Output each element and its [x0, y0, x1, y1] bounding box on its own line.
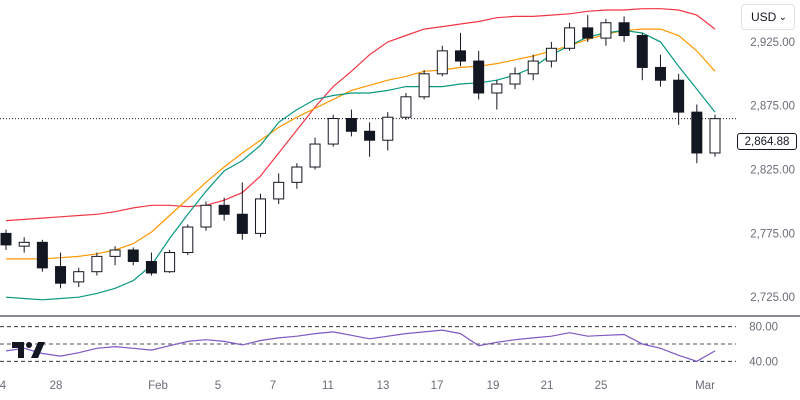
time-axis: 4 28 Feb 5 7 11 13 17 19 21 25 Mar — [0, 380, 715, 392]
candle — [654, 54, 666, 87]
price-tick-label: 2,725.00 — [750, 292, 795, 304]
candle — [327, 114, 339, 147]
candle — [636, 32, 648, 81]
price-axis: 2,925.00 2,875.00 2,825.00 2,775.00 2,725.00 — [750, 37, 795, 304]
time-tick-label: 21 — [541, 380, 554, 392]
candle — [182, 224, 194, 256]
time-tick-label: 17 — [431, 380, 444, 392]
candle — [600, 18, 612, 46]
candle — [509, 67, 521, 90]
last-price-label: 2,864.88 — [737, 133, 797, 150]
time-tick-label: 7 — [270, 380, 276, 392]
price-tick-label: 2,875.00 — [750, 101, 795, 113]
candle — [0, 229, 12, 250]
candle — [127, 247, 139, 266]
candle — [436, 45, 448, 77]
time-tick-label: 25 — [595, 380, 608, 392]
rsi-line — [5, 329, 716, 362]
candle — [55, 252, 67, 289]
rsi-pane: 80.00 40.00 — [0, 322, 778, 368]
currency-label: USD — [751, 10, 777, 24]
time-tick-label: 28 — [50, 380, 63, 392]
candle — [673, 73, 685, 125]
time-tick-label: 19 — [487, 380, 500, 392]
candle — [564, 22, 576, 51]
candle — [418, 70, 430, 100]
chevron-down-icon: ⌄ — [778, 11, 787, 23]
candle — [164, 250, 176, 273]
rsi-tick-label: 40.00 — [749, 356, 778, 368]
candle — [582, 15, 594, 42]
candle — [18, 237, 30, 253]
candle — [73, 267, 85, 288]
candle — [109, 246, 121, 266]
candle — [364, 122, 376, 157]
candle — [491, 80, 503, 110]
candle — [36, 239, 48, 272]
upper-band-line — [5, 8, 716, 222]
candle — [255, 193, 267, 238]
rsi-tick-label: 80.00 — [749, 322, 778, 334]
bollinger-bands — [5, 8, 716, 301]
candle — [200, 201, 212, 231]
candle — [218, 197, 230, 221]
currency-select[interactable]: USD ⌄ — [741, 4, 795, 30]
candle — [273, 173, 285, 205]
candle — [291, 163, 303, 189]
candle — [382, 112, 394, 151]
candle — [309, 137, 321, 170]
candle — [400, 92, 412, 120]
candle — [527, 54, 539, 81]
price-tick-label: 2,825.00 — [750, 165, 795, 177]
time-tick-label: 11 — [322, 380, 334, 392]
candle — [691, 104, 703, 164]
candle — [545, 41, 557, 68]
candle — [473, 50, 485, 100]
candle — [618, 16, 630, 42]
candle — [454, 32, 466, 67]
time-tick-label: Mar — [695, 380, 715, 392]
price-tick-label: 2,775.00 — [750, 228, 795, 240]
time-tick-label: 5 — [215, 380, 221, 392]
middle-band-line — [6, 28, 716, 260]
candle — [91, 252, 103, 276]
time-tick-label: Feb — [148, 380, 168, 392]
candle — [236, 182, 248, 240]
tradingview-logo-icon[interactable] — [10, 339, 46, 361]
time-tick-label: 4 — [0, 380, 7, 392]
candlestick-series — [0, 15, 721, 289]
price-tick-label: 2,925.00 — [750, 37, 795, 49]
candle — [145, 252, 157, 276]
time-tick-label: 13 — [377, 380, 390, 392]
lower-band-line — [5, 29, 716, 301]
candle — [345, 109, 357, 137]
candle — [709, 114, 721, 157]
